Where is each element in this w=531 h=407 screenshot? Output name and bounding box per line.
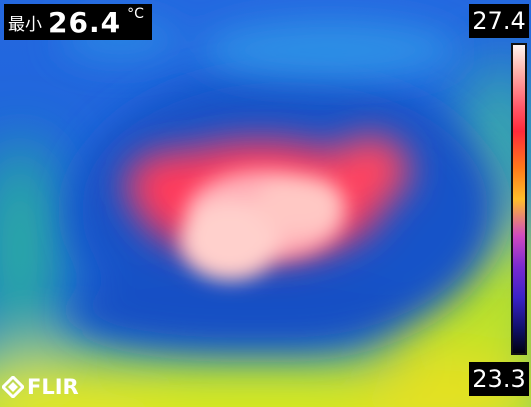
scale-max-label: 27.4 bbox=[469, 4, 529, 38]
flir-logo-icon bbox=[2, 376, 24, 398]
readout-unit: °C bbox=[127, 6, 144, 22]
scale-min-label: 23.3 bbox=[469, 362, 529, 396]
readout-label: 最小 bbox=[8, 14, 42, 35]
flir-logo: FLIR bbox=[2, 375, 79, 399]
logo-text: FLIR bbox=[27, 375, 79, 399]
readout-value: 26.4 bbox=[48, 5, 122, 39]
min-temperature-readout: 最小 26.4 °C bbox=[4, 4, 152, 40]
color-scale-bar bbox=[511, 43, 527, 355]
